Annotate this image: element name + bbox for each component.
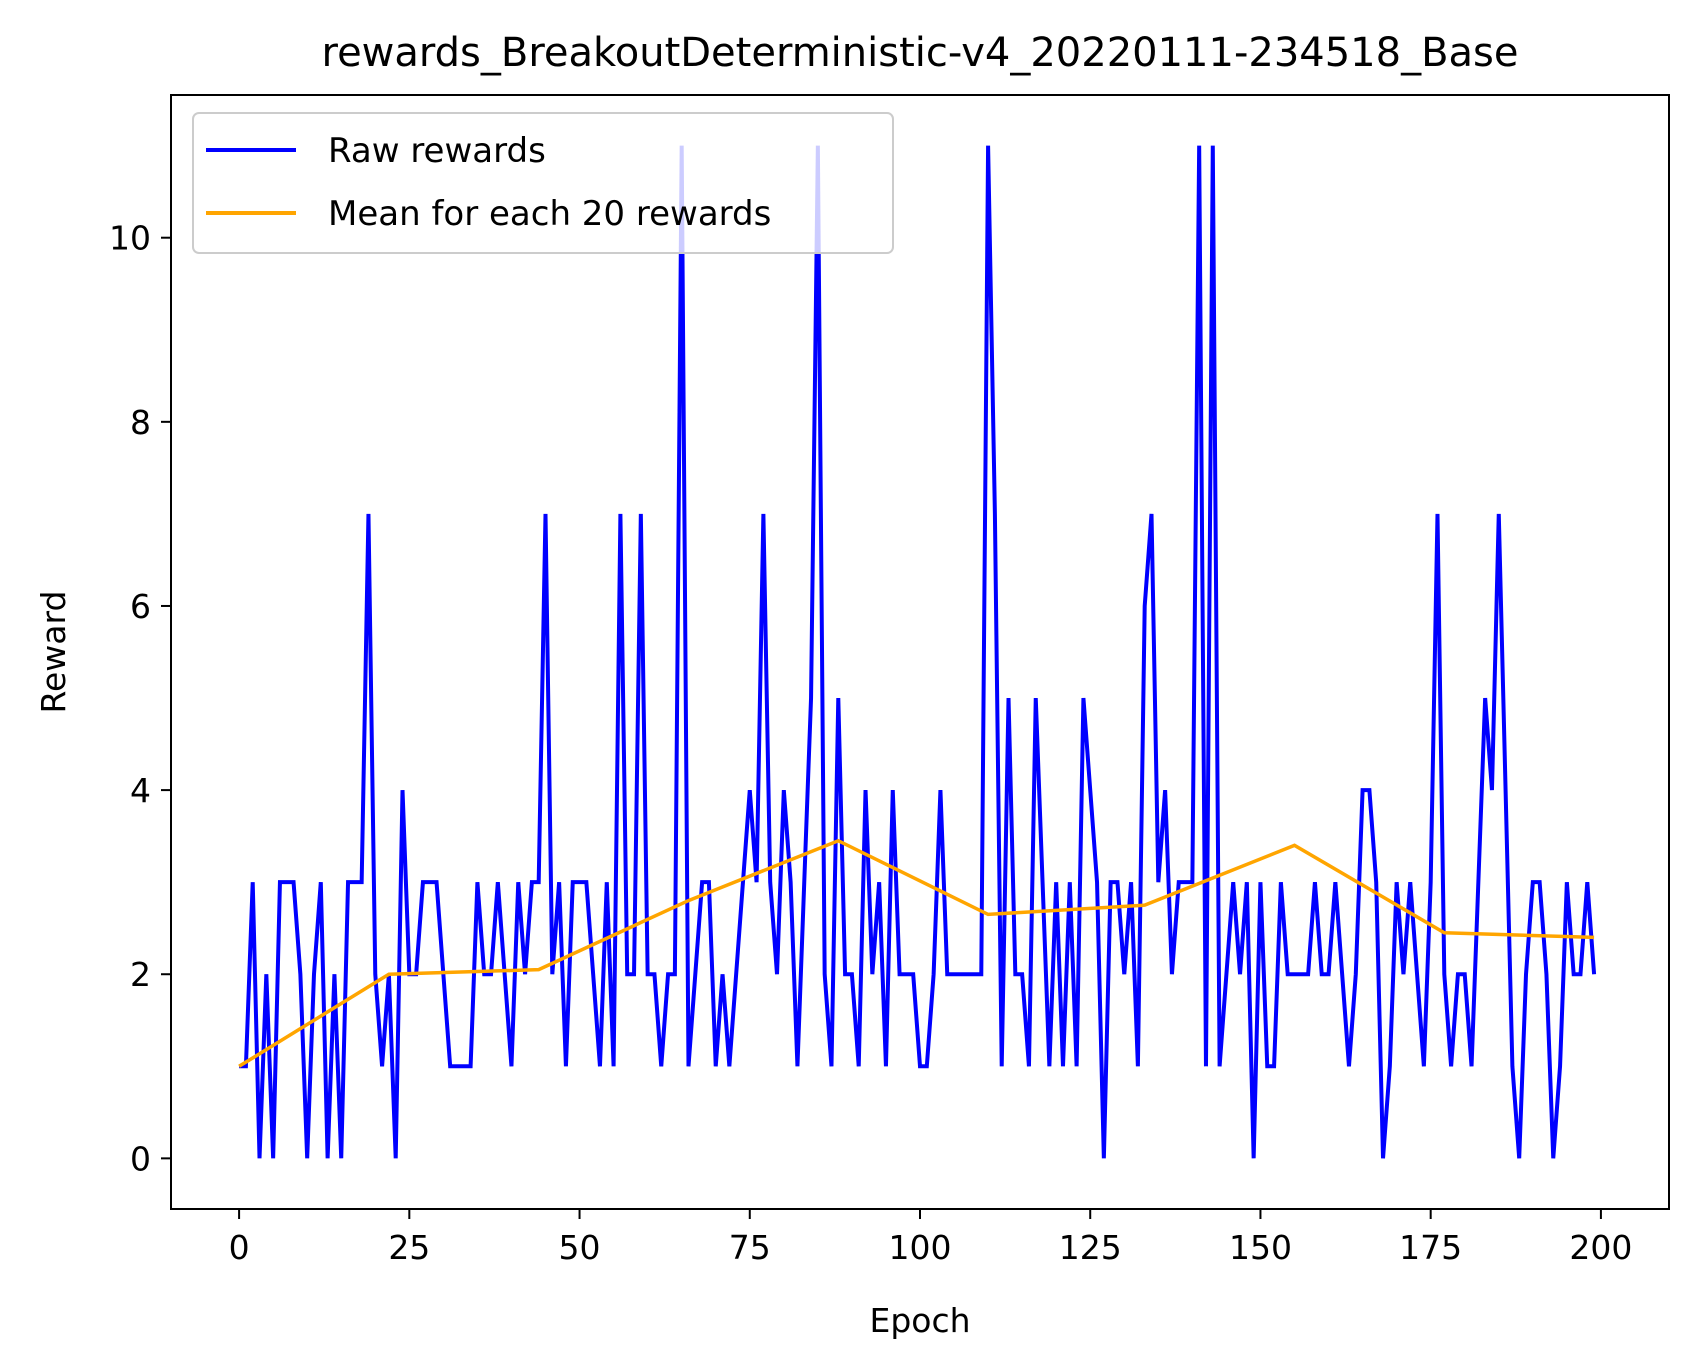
series-line-0 (239, 145, 1597, 1159)
legend-label-mean-rewards: Mean for each 20 rewards (328, 194, 771, 234)
legend-label-raw-rewards: Raw rewards (328, 131, 546, 171)
x-tick-label: 125 (1059, 1228, 1122, 1267)
y-tick-label: 4 (130, 771, 151, 810)
y-axis: 0 2 4 6 8 10 (109, 219, 171, 1178)
legend-box (192, 112, 894, 254)
y-tick-label: 8 (130, 403, 151, 442)
chart-title: rewards_BreakoutDeterministic-v4_2022011… (322, 30, 1519, 76)
x-tick-label: 50 (559, 1228, 601, 1267)
y-tick-label: 10 (109, 219, 151, 258)
y-tick-label: 0 (130, 1139, 151, 1178)
plot-content (238, 145, 1597, 1159)
x-tick-label: 200 (1569, 1228, 1632, 1267)
x-tick-label: 150 (1229, 1228, 1292, 1267)
y-tick-label: 6 (130, 587, 151, 626)
y-axis-label: Reward (34, 591, 73, 714)
x-tick-label: 0 (229, 1228, 250, 1267)
x-tick-label: 175 (1399, 1228, 1462, 1267)
series-line-1 (238, 838, 1595, 1068)
x-tick-label: 100 (889, 1228, 952, 1267)
legend: Raw rewards Mean for each 20 rewards (192, 112, 894, 254)
y-tick-label: 2 (130, 955, 151, 994)
x-axis-label: Epoch (869, 1301, 970, 1340)
x-tick-label: 25 (388, 1228, 430, 1267)
x-axis: 0 25 50 75 100 125 150 175 200 (229, 1209, 1632, 1267)
x-tick-label: 75 (729, 1228, 771, 1267)
